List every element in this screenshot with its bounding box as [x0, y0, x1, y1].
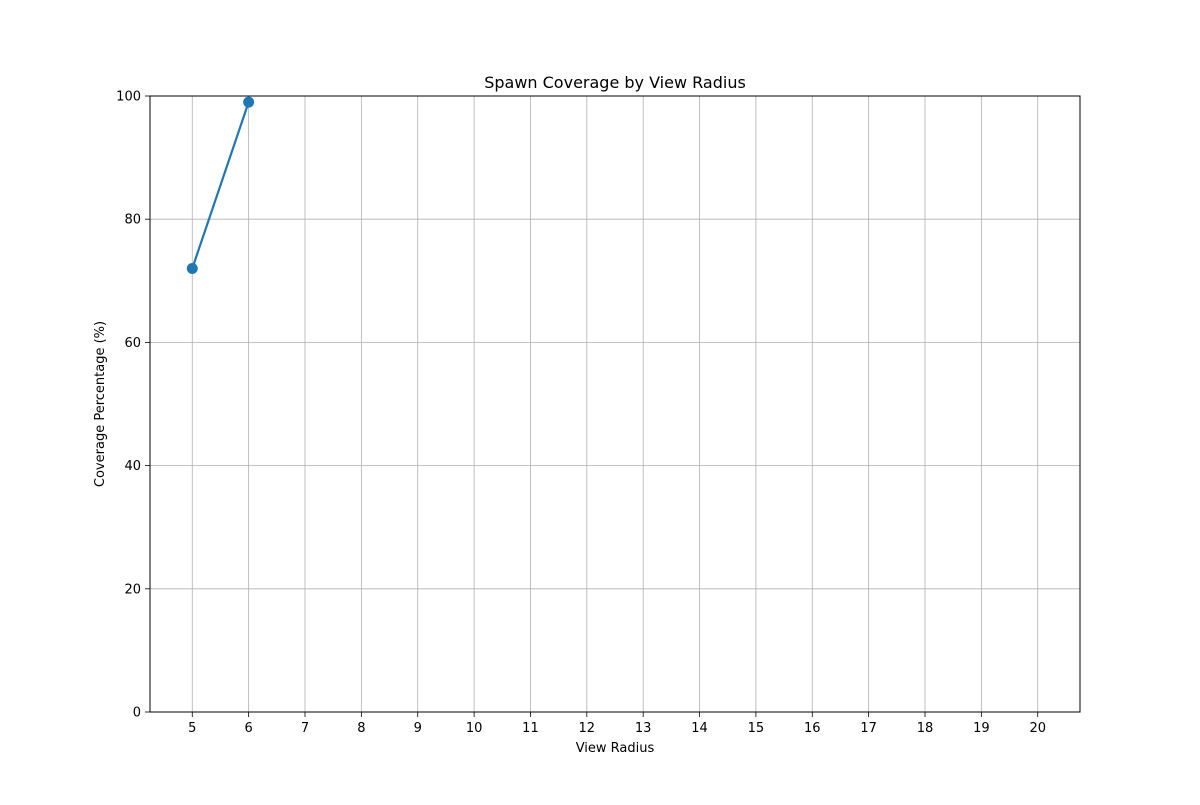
x-tick-label: 8	[357, 721, 365, 736]
x-tick-label: 9	[414, 721, 422, 736]
x-tick-label: 6	[244, 721, 252, 736]
y-tick-label: 80	[124, 213, 141, 228]
x-tick-label: 19	[973, 721, 990, 736]
y-tick-label: 60	[124, 336, 141, 351]
y-tick-label: 40	[124, 459, 141, 474]
grid	[150, 95, 1080, 713]
y-axis-label: Coverage Percentage (%)	[93, 321, 108, 487]
x-tick-label: 15	[748, 721, 765, 736]
chart-title: Spawn Coverage by View Radius	[484, 73, 746, 92]
data-point	[186, 262, 198, 274]
plot-frame	[149, 95, 1081, 713]
x-axis-label: View Radius	[576, 741, 655, 756]
series-layer	[186, 96, 255, 274]
x-tick-label: 18	[917, 721, 934, 736]
x-tick-label: 13	[635, 721, 652, 736]
x-tick-label: 5	[188, 721, 196, 736]
series-line	[191, 101, 250, 270]
y-tick-label: 20	[124, 582, 141, 597]
y-tick-label: 100	[116, 90, 141, 105]
x-tick-label: 10	[466, 721, 483, 736]
x-tick-label: 16	[804, 721, 821, 736]
y-tick-label: 0	[133, 706, 141, 721]
ticks: 5 6 7 8 9 10 11 12 13 14 15 16 17 18 19 20 0 20 40 60 80 100	[116, 90, 1046, 737]
x-tick-label: 12	[579, 721, 596, 736]
x-tick-label: 20	[1029, 721, 1046, 736]
x-tick-label: 14	[691, 721, 708, 736]
data-point	[243, 96, 255, 108]
x-tick-label: 11	[522, 721, 539, 736]
x-tick-label: 7	[301, 721, 309, 736]
x-tick-label: 17	[860, 721, 877, 736]
